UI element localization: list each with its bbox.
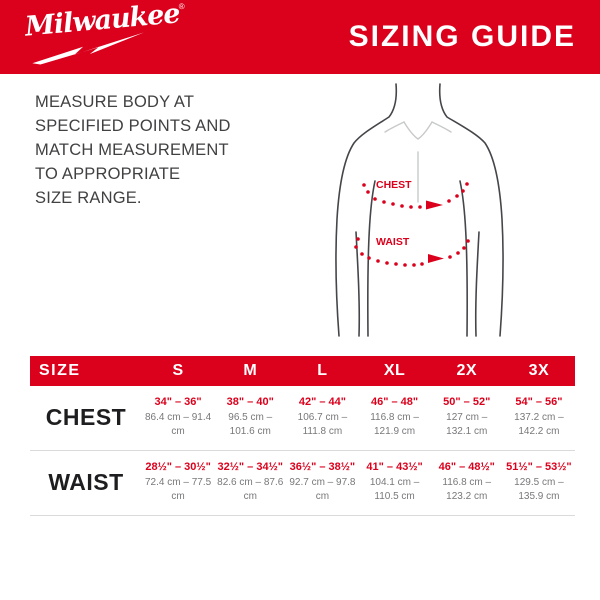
cm-value: 92.7 cm – 97.8 cm [289,477,356,502]
inches-value: 46" – 48½" [438,461,495,473]
measurement-cell: 34" – 36" 86.4 cm – 91.4 cm [142,396,214,438]
col-header-xl: XL [383,362,406,379]
inches-value: 46" – 48" [371,396,419,408]
header-bar: Milwaukee® SIZING GUIDE [0,0,600,74]
measurement-cell: 54" – 56" 137.2 cm – 142.2 cm [503,396,575,438]
cm-value: 72.4 cm – 77.5 cm [145,477,212,502]
instruction-line: MATCH MEASUREMENT [35,140,229,159]
chest-measure-line: CHEST [362,179,469,210]
inches-value: 38" – 40" [226,396,274,408]
col-header-3x: 3X [528,362,550,379]
table-header-row: SIZE S M L XL 2X 3X [30,356,575,386]
torso-outline [335,83,504,337]
inches-value: 51½" – 53½" [506,461,572,473]
inches-value: 36½" – 38½" [289,461,356,473]
cm-value: 116.8 cm – 121.9 cm [370,412,419,437]
measurement-cell: 46" – 48½" 116.8 cm – 123.2 cm [431,461,503,503]
row-divider [30,450,575,451]
inches-value: 34" – 36" [154,396,202,408]
chest-label: CHEST [376,179,412,191]
cm-value: 129.5 cm – 135.9 cm [514,477,564,502]
torso-inner-lines [384,121,452,203]
milwaukee-logo: Milwaukee® [24,0,185,65]
col-header-m: M [243,362,258,379]
row-divider [30,515,575,516]
measurement-cell: 46" – 48" 116.8 cm – 121.9 cm [358,396,430,438]
chest-arrow-icon [426,200,443,210]
inches-value: 42" – 44" [298,396,346,408]
col-header-2x: 2X [456,362,478,379]
measurement-cell: 50" – 52" 127 cm – 132.1 cm [431,396,503,438]
cm-value: 116.8 cm – 123.2 cm [442,477,492,502]
waist-row: WAIST 28½" – 30½" 72.4 cm – 77.5 cm 32½"… [30,451,575,515]
cm-value: 82.6 cm – 87.6 cm [217,477,284,502]
inches-value: 32½" – 34½" [217,461,283,473]
inches-value: 50" – 52" [443,396,491,408]
col-header-l: L [317,362,328,379]
registered-mark: ® [178,1,186,12]
instruction-line: SPECIFIED POINTS AND [35,116,231,135]
waist-label: WAIST [376,236,410,248]
row-label-chest: CHEST [45,403,127,430]
measurement-cell: 42" – 44" 106.7 cm – 111.8 cm [286,396,358,438]
col-header-s: S [172,362,184,379]
size-header-cell: SIZE [39,362,81,379]
measurement-cell: 36½" – 38½" 92.7 cm – 97.8 cm [286,461,358,503]
instruction-line: MEASURE BODY AT [35,93,195,111]
instruction-line: SIZE RANGE. [35,188,142,207]
cm-value: 127 cm – 132.1 cm [446,412,488,437]
measurement-cell: 51½" – 53½" 129.5 cm – 135.9 cm [503,461,575,503]
waist-arrow-icon [428,254,444,263]
cm-value: 86.4 cm – 91.4 cm [145,412,212,437]
size-table: SIZE S M L XL 2X 3X CHEST 34" – 36" 86.4… [30,356,575,516]
measurement-cell: 38" – 40" 96.5 cm – 101.6 cm [214,396,286,438]
row-label-waist: WAIST [48,468,124,495]
inches-value: 54" – 56" [515,396,563,408]
page-title: SIZING GUIDE [348,20,576,53]
instructions-text: MEASURE BODY AT SPECIFIED POINTS AND MAT… [35,91,285,211]
measurement-cell: 41" – 43½" 104.1 cm – 110.5 cm [358,461,430,503]
chest-row: CHEST 34" – 36" 86.4 cm – 91.4 cm 38" – … [30,386,575,450]
measurement-cell: 28½" – 30½" 72.4 cm – 77.5 cm [142,461,214,503]
inches-value: 28½" – 30½" [145,461,211,473]
cm-value: 96.5 cm – 101.6 cm [228,412,273,437]
lightning-bolt-icon [32,32,145,65]
inches-value: 41" – 43½" [366,461,423,473]
cm-value: 104.1 cm – 110.5 cm [369,477,420,502]
measurement-cell: 32½" – 34½" 82.6 cm – 87.6 cm [214,461,286,503]
torso-diagram: CHEST WAIST [335,83,504,337]
instruction-line: TO APPROPRIATE [35,164,181,183]
cm-value: 106.7 cm – 111.8 cm [297,412,348,437]
cm-value: 137.2 cm – 142.2 cm [514,412,564,437]
waist-measure-line: WAIST [354,236,470,267]
